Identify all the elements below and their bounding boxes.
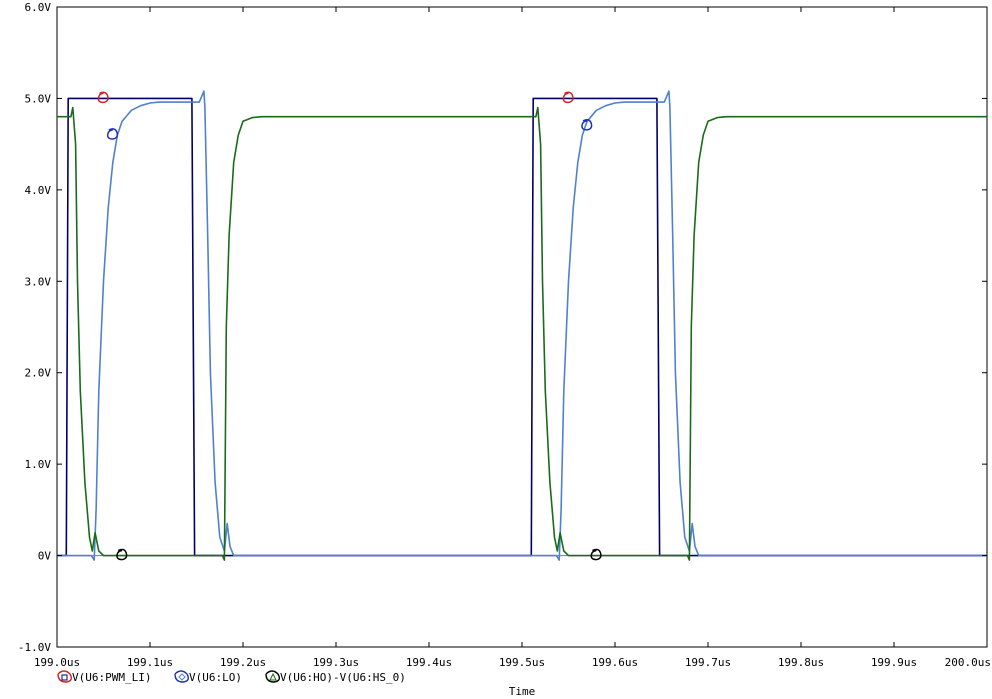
annotation-loop-6 xyxy=(590,548,602,561)
x-tick-label: 199.6us xyxy=(592,656,638,669)
legend-label-3: V(U6:HO)-V(U6:HS_0) xyxy=(280,671,406,684)
legend-annotation-loop-2 xyxy=(174,670,190,683)
x-tick-label: 199.2us xyxy=(220,656,266,669)
x-tick-label: 199.4us xyxy=(406,656,452,669)
legend-label-1: V(U6:PWM_LI) xyxy=(72,671,151,684)
series-line-3 xyxy=(57,106,987,561)
y-tick-label: 5.0V xyxy=(25,92,52,105)
x-tick-label: 199.7us xyxy=(685,656,731,669)
y-tick-label: 4.0V xyxy=(25,184,52,197)
y-tick-label: 2.0V xyxy=(25,367,52,380)
legend-marker-3 xyxy=(269,672,277,681)
y-tick-label: 3.0V xyxy=(25,275,52,288)
legend-marker-1 xyxy=(61,674,68,681)
annotation-loop-3 xyxy=(106,128,119,140)
x-tick-label: 199.0us xyxy=(34,656,80,669)
annotation-loop-2 xyxy=(562,91,574,104)
x-tick-label: 199.3us xyxy=(313,656,359,669)
legend-marker-2 xyxy=(178,673,186,681)
legend-annotation-loop-3 xyxy=(265,670,281,683)
legend-label-2: V(U6:LO) xyxy=(189,671,242,684)
x-tick-label: 199.5us xyxy=(499,656,545,669)
legend-annotation-loop-1 xyxy=(57,670,73,683)
annotation-loop-1 xyxy=(97,91,109,104)
y-tick-label: 6.0V xyxy=(25,1,52,14)
x-tick-label: 199.1us xyxy=(127,656,173,669)
annotation-loop-4 xyxy=(581,118,593,131)
x-tick-label: 200.0us xyxy=(945,656,991,669)
annotation-loop-5 xyxy=(116,548,128,561)
x-axis-title: Time xyxy=(509,685,536,698)
y-tick-label: 0V xyxy=(38,550,52,563)
y-tick-label: 1.0V xyxy=(25,458,52,471)
x-tick-label: 199.8us xyxy=(778,656,824,669)
y-tick-label: -1.0V xyxy=(18,641,51,654)
series-line-2 xyxy=(57,90,987,561)
x-tick-label: 199.9us xyxy=(871,656,917,669)
plot-frame xyxy=(56,6,988,648)
